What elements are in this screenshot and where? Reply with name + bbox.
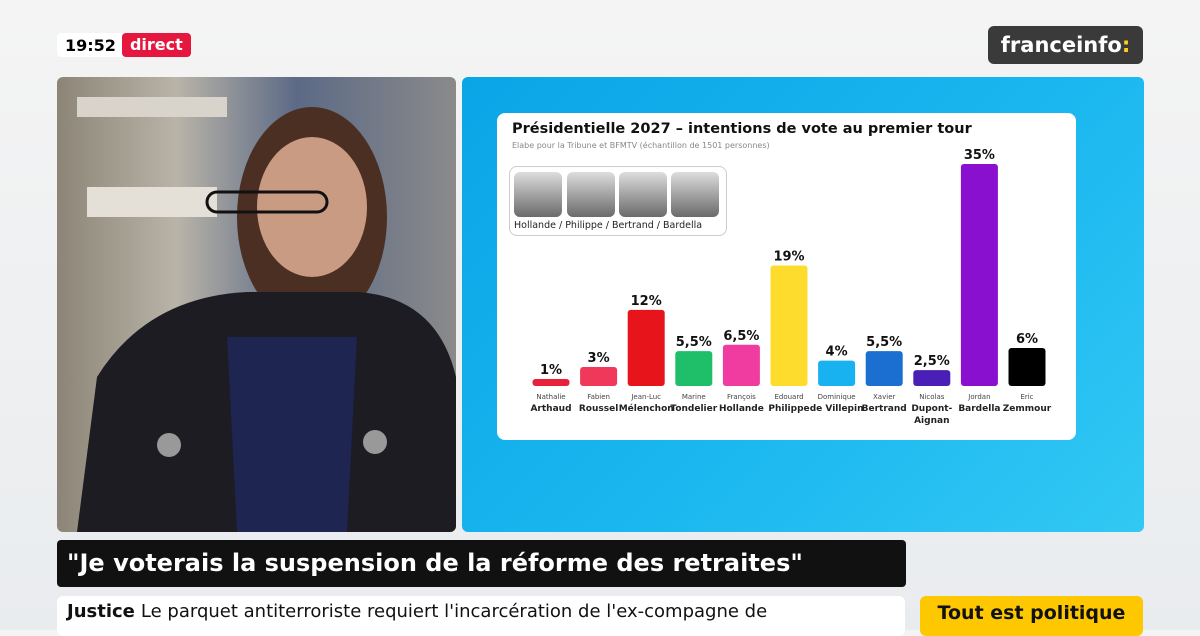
category-last-name: Roussel	[579, 404, 618, 414]
candidate-photo	[671, 172, 719, 217]
category-last-name: Aignan	[914, 416, 949, 426]
category-last-name: Philippe	[768, 404, 809, 414]
category-last-name: Bardella	[958, 404, 1000, 414]
candidate-photo	[619, 172, 667, 217]
category-last-name: Arthaud	[530, 404, 571, 414]
bar	[627, 309, 665, 386]
presenter-video	[57, 77, 456, 532]
category-first-name: Edouard	[774, 393, 803, 401]
logo-colon: :	[1121, 33, 1131, 57]
bar	[675, 351, 713, 386]
poll-chart-card: Présidentielle 2027 – intentions de vote…	[497, 113, 1076, 440]
category-first-name: Dominique	[818, 393, 856, 401]
value-label: 2,5%	[914, 354, 950, 369]
live-badge: direct	[121, 33, 191, 57]
bar	[580, 366, 618, 386]
bar	[913, 370, 951, 386]
value-label: 3%	[588, 351, 610, 366]
presenter-silhouette	[77, 97, 456, 532]
channel-logo: franceinfo:	[988, 26, 1143, 64]
category-first-name: Fabien	[587, 393, 610, 401]
category-last-name: Hollande	[719, 404, 764, 414]
candidate-photo	[567, 172, 615, 217]
ticker-text: Le parquet antiterroriste requiert l'inc…	[140, 601, 768, 622]
bar	[770, 265, 808, 386]
bar	[722, 344, 760, 386]
value-label: 12%	[631, 294, 662, 309]
bar	[960, 164, 998, 386]
value-label: 6,5%	[723, 329, 759, 344]
news-ticker: Justice Le parquet antiterroriste requier…	[57, 596, 905, 636]
hypothesis-box: Hollande / Philippe / Bertrand / Bardell…	[509, 166, 727, 236]
ticker-category: Justice	[67, 601, 135, 622]
category-last-name: Mélenchon	[619, 403, 674, 414]
category-first-name: Nicolas	[919, 393, 945, 401]
category-last-name: Tondelier	[670, 404, 717, 414]
value-label: 1%	[540, 363, 562, 378]
logo-text: franceinfo	[1000, 33, 1122, 57]
bar	[532, 379, 570, 386]
category-last-name: de Villepin	[810, 404, 864, 414]
bar	[818, 360, 856, 386]
category-first-name: Xavier	[873, 393, 895, 401]
chart-subtitle: Elabe pour la Tribune et BFMTV (échantil…	[512, 141, 770, 150]
bar-chart: 1% Nathalie Arthaud 3% Fabien Roussel 12% Jean-…	[530, 148, 1052, 426]
hypothesis-caption: Hollande / Philippe / Bertrand / Bardell…	[514, 220, 703, 231]
value-label: 5,5%	[866, 335, 902, 350]
category-first-name: Marine	[682, 393, 706, 401]
category-first-name: Eric	[1020, 393, 1033, 401]
bar	[865, 351, 903, 386]
value-label: 5,5%	[676, 335, 712, 350]
show-name: Tout est politique	[920, 596, 1143, 636]
value-label: 6%	[1016, 332, 1038, 347]
category-last-name: Dupont-	[911, 404, 952, 414]
value-label: 19%	[773, 249, 804, 264]
bar	[1008, 347, 1046, 386]
chart-title: Présidentielle 2027 – intentions de vote…	[512, 121, 972, 137]
category-last-name: Zemmour	[1003, 404, 1052, 414]
category-first-name: Jordan	[967, 393, 990, 401]
category-first-name: François	[727, 393, 756, 401]
category-first-name: Jean-Luc	[630, 393, 661, 401]
live-clock: 19:52 direct	[57, 33, 191, 57]
time: 19:52	[65, 35, 116, 55]
quote-banner: "Je voterais la suspension de la réforme…	[57, 540, 906, 587]
category-last-name: Bertrand	[862, 404, 907, 414]
value-label: 4%	[826, 345, 848, 360]
value-label: 35%	[964, 148, 995, 163]
category-first-name: Nathalie	[536, 393, 565, 401]
candidate-photo	[514, 172, 562, 217]
